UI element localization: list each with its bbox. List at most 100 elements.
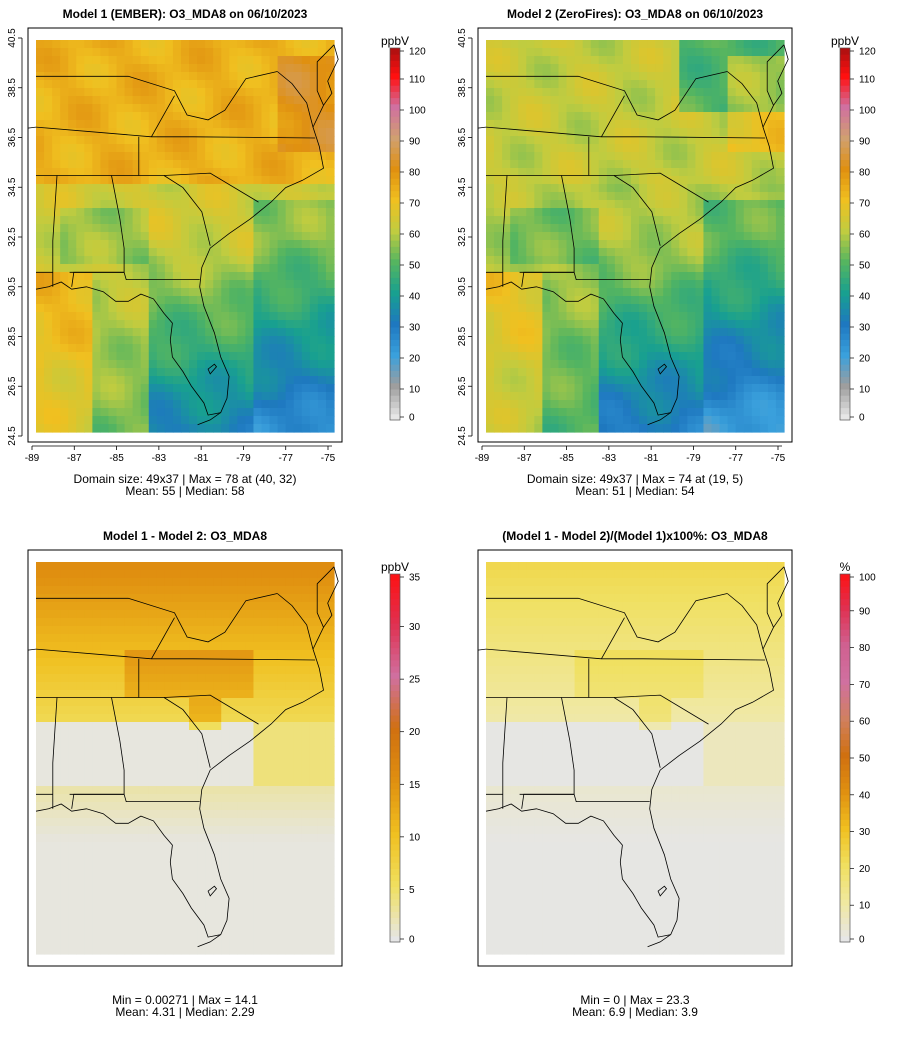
grid-cell [84,392,93,401]
grid-cell [36,698,45,707]
grid-cell [309,690,319,699]
grid-cell [156,658,166,667]
grid-cell [727,144,737,153]
grid-cell [687,280,696,289]
grid-cell [293,224,303,233]
grid-cell [164,722,174,731]
grid-cell [261,586,271,595]
grid-cell [44,746,53,755]
grid-cell [679,200,688,209]
grid-cell [614,208,624,217]
grid-cell [140,794,150,803]
grid-cell [148,626,158,635]
grid-cell [140,80,150,89]
grid-cell [60,746,69,755]
grid-cell [598,72,608,81]
grid-cell [325,64,335,73]
grid-cell [285,312,295,321]
grid-cell [687,416,696,425]
grid-cell [671,144,680,153]
grid-cell [164,642,174,651]
grid-cell [189,594,198,603]
grid-cell [719,256,729,265]
grid-cell [542,184,552,193]
grid-cell [253,272,263,281]
grid-cell [116,778,126,787]
grid-cell [164,176,174,185]
grid-cell [172,176,182,185]
grid-cell [36,224,45,233]
grid-cell [502,256,511,265]
grid-cell [237,96,246,105]
grid-cell [719,144,729,153]
grid-cell [124,618,134,627]
grid-cell [124,248,134,257]
grid-cell [172,384,182,393]
grid-cell [703,328,713,337]
grid-cell [237,160,246,169]
grid-cell [494,120,503,129]
grid-cell [132,136,142,145]
grid-cell [164,618,174,627]
grid-cell [663,120,672,129]
grid-cell [36,344,45,353]
grid-cell [606,408,616,417]
grid-cell [775,424,785,433]
grid-cell [172,272,182,281]
grid-cell [727,424,737,433]
grid-cell [325,296,335,305]
state-boundaries [477,44,789,426]
grid-cell [172,208,182,217]
grid-cell [639,232,648,241]
grid-cell [325,384,335,393]
grid-cell [622,424,632,433]
grid-cell [60,64,69,73]
grid-cell [277,746,287,755]
grid-cell [84,722,93,731]
grid-cell [727,384,737,393]
grid-cell [293,778,303,787]
grid-cell [285,264,295,273]
grid-cell [213,104,222,113]
grid-cell [172,40,182,49]
grid-cell [655,160,664,169]
grid-cell [743,184,753,193]
grid-cell [269,770,279,779]
grid-cell [172,280,182,289]
grid-cell [205,786,214,795]
grid-cell [116,152,126,161]
grid-cell [534,176,543,185]
grid-cell [293,160,303,169]
grid-cell [36,144,45,153]
grid-cell [663,48,672,57]
grid-cell [277,112,287,121]
grid-cell [92,714,102,723]
grid-cell [108,786,118,795]
grid-cell [92,730,102,739]
y-tick-label: 34.5 [457,177,468,197]
grid-cell [76,746,85,755]
grid-cell [36,802,45,811]
grid-cell [679,168,688,177]
grid-cell [767,240,777,249]
grid-cell [245,778,255,787]
grid-cell [197,384,206,393]
grid-cell [566,208,576,217]
grid-cell [558,64,568,73]
grid-cell [140,296,150,305]
grid-cell [285,64,295,73]
grid-cell [486,304,495,313]
grid-cell [44,610,53,619]
grid-cell [558,48,568,57]
plot-frame [477,27,793,443]
grid-cell [116,200,126,209]
grid-cell [639,96,648,105]
colorbar-segment [840,153,850,161]
grid-cell [630,272,640,281]
grid-cell [148,176,158,185]
grid-cell [502,408,511,417]
grid-cell [60,304,69,313]
grid-cell [148,112,158,121]
grid-cell [213,56,222,65]
grid-cell [695,160,705,169]
